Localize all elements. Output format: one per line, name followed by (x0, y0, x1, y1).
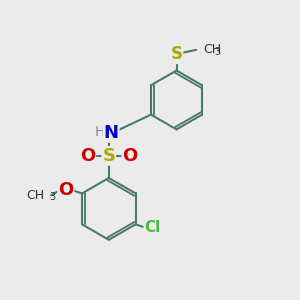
Text: O: O (80, 147, 95, 165)
Text: CH: CH (26, 189, 44, 202)
Text: CH: CH (203, 44, 221, 56)
Text: H: H (94, 125, 104, 139)
Text: O: O (122, 147, 138, 165)
Text: S: S (170, 45, 182, 63)
Text: S: S (102, 147, 115, 165)
Text: 3: 3 (49, 192, 55, 202)
Text: N: N (103, 124, 118, 142)
Text: O: O (58, 181, 74, 199)
Text: Cl: Cl (144, 220, 160, 235)
Text: 3: 3 (214, 47, 220, 57)
